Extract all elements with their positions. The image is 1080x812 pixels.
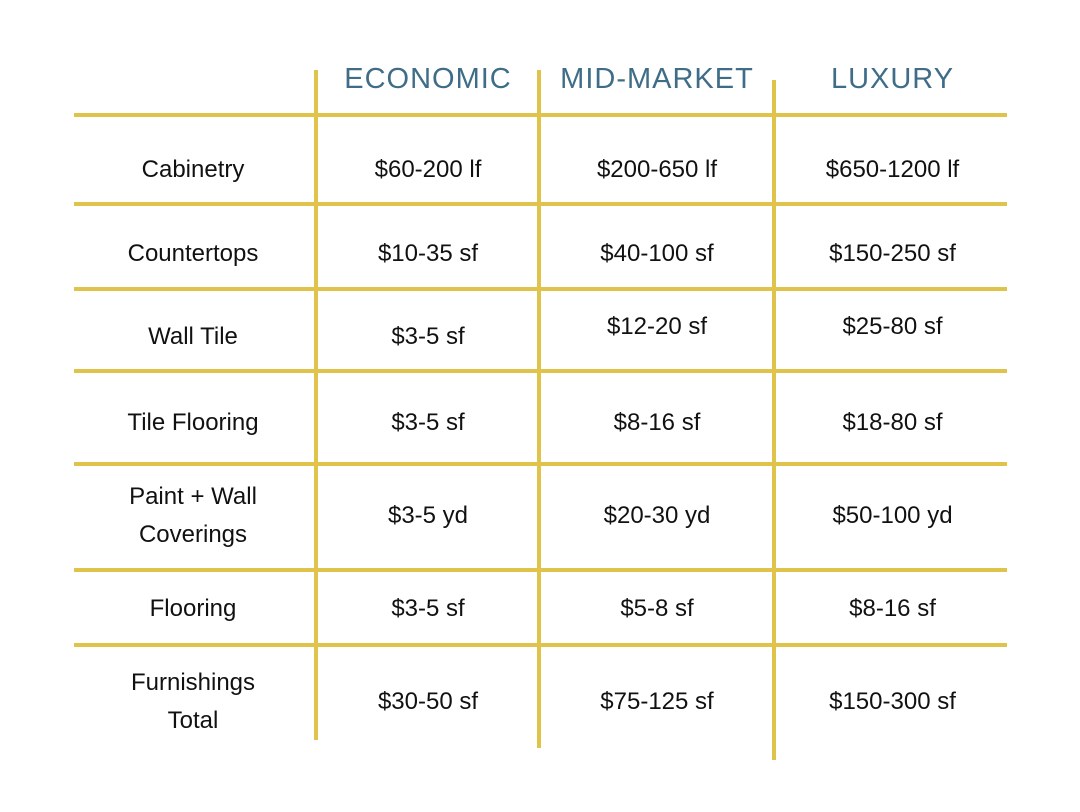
category-label-line-1: Furnishings (130, 669, 256, 696)
mid-market-price: $20-30 yd (603, 502, 711, 529)
row-category: Countertops (74, 235, 312, 273)
column-divider (772, 80, 776, 760)
luxury-price: $150-300 sf (829, 688, 956, 715)
luxury-price: $8-16 sf (849, 595, 936, 622)
mid-market-price: $5-8 sf (620, 595, 694, 622)
luxury-price: $150-250 sf (829, 240, 956, 267)
economic-price: $3-5 sf (391, 409, 465, 436)
row-category: Paint + Wall Coverings (74, 478, 312, 554)
luxury-price: $18-80 sf (842, 409, 943, 436)
mid-market-price: $40-100 sf (600, 240, 714, 267)
header-mid-market: MID-MARKET (560, 63, 754, 95)
category-label: Cabinetry (141, 156, 245, 183)
economic-price: $30-50 sf (377, 688, 479, 715)
column-divider (537, 70, 541, 748)
category-label-line-2: Coverings (138, 521, 248, 548)
row-category: Flooring (74, 590, 312, 628)
mid-market-price: $12-20 sf (606, 313, 708, 340)
category-label: Tile Flooring (127, 409, 259, 436)
economic-price: $60-200 lf (374, 156, 482, 183)
category-label-line-2: Total (167, 707, 219, 734)
economic-price: $10-35 sf (377, 240, 479, 267)
category-label: Countertops (127, 240, 259, 267)
mid-market-price: $200-650 lf (596, 156, 718, 183)
mid-market-price: $8-16 sf (613, 409, 701, 436)
column-divider (314, 70, 318, 740)
luxury-price: $25-80 sf (842, 313, 943, 340)
economic-price: $3-5 yd (387, 502, 469, 529)
row-category: Cabinetry (74, 151, 312, 189)
mid-market-price: $75-125 sf (600, 688, 714, 715)
header-luxury: LUXURY (830, 63, 955, 95)
category-label: Wall Tile (148, 323, 238, 350)
category-label-line-1: Paint + Wall (129, 483, 257, 510)
luxury-price: $650-1200 lf (825, 156, 960, 183)
header-economic: ECONOMIC (344, 63, 512, 95)
economic-price: $3-5 sf (391, 595, 465, 622)
row-category: Wall Tile (74, 318, 312, 356)
luxury-price: $50-100 yd (832, 502, 953, 529)
row-category: Tile Flooring (74, 404, 312, 442)
category-label: Flooring (149, 595, 237, 622)
economic-price: $3-5 sf (391, 323, 465, 350)
row-category: Furnishings Total (74, 664, 312, 740)
